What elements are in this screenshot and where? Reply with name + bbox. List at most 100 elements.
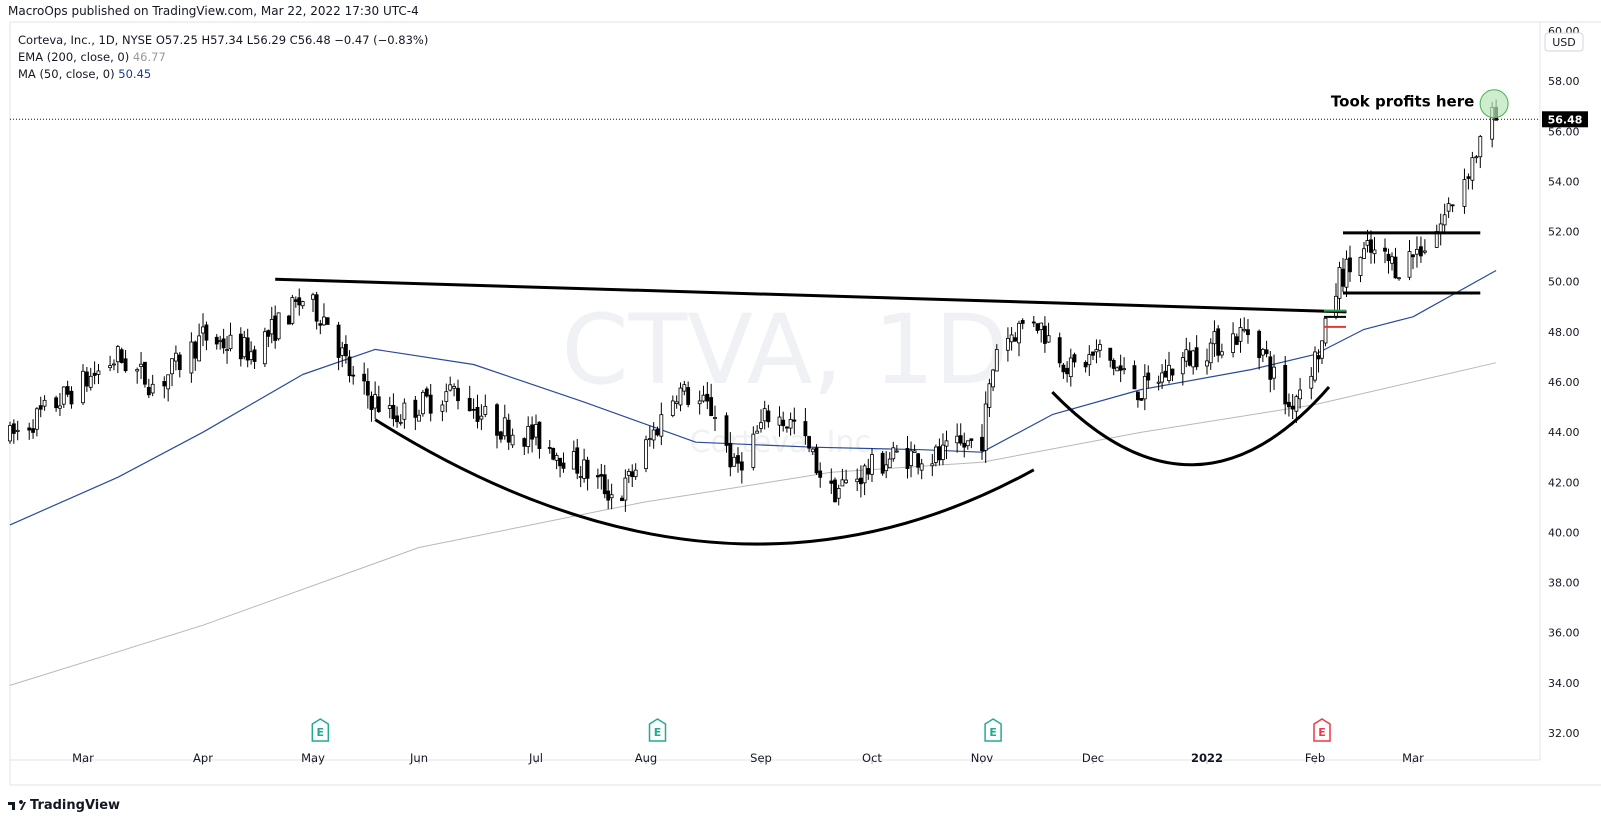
candle-body	[135, 369, 140, 372]
cup-arc[interactable]	[374, 418, 1035, 546]
candle-body	[880, 452, 885, 474]
candle-body	[398, 421, 403, 424]
candle-body	[1298, 389, 1303, 400]
candle-body	[456, 387, 460, 402]
candle-body	[424, 388, 429, 397]
footer-brand[interactable]: TradingView	[8, 798, 120, 813]
earnings-icon[interactable]	[311, 718, 330, 742]
time-axis[interactable]: Mar Apr May Jun Jul Aug Sep Oct Nov Dec 2022 Feb Mar	[72, 751, 1424, 765]
price-axis[interactable]: 32.00 34.00 36.00 38.00 40.00 42.00 44.00 46.00…	[1548, 25, 1580, 740]
time-tick-label: Feb	[1305, 751, 1325, 765]
price-tick-label: 40.00	[1548, 526, 1580, 539]
price-tick-label: 34.00	[1548, 677, 1580, 690]
candle-body	[558, 457, 562, 467]
candle-body	[1180, 357, 1185, 375]
drawings	[275, 231, 1481, 546]
candle-body	[218, 340, 223, 343]
ema-value: 46.77	[132, 50, 166, 64]
candle-body	[1470, 157, 1475, 181]
candle-body	[678, 387, 683, 406]
candle-body	[1035, 323, 1040, 331]
candle-body	[919, 463, 924, 471]
candle-body	[859, 477, 863, 485]
currency-button[interactable]	[1544, 32, 1584, 52]
candle-body	[962, 442, 967, 448]
candle-body	[732, 456, 737, 467]
candle-body	[1136, 391, 1140, 401]
trade-markers	[1324, 309, 1346, 328]
earnings-icon-glyph: E	[1318, 726, 1326, 739]
took-profits-annotation: Took profits here	[1331, 92, 1474, 110]
price-tick-label: 46.00	[1548, 376, 1580, 389]
candle-body	[980, 436, 984, 452]
candle-body	[1474, 156, 1479, 159]
candle-body	[1450, 204, 1455, 207]
candle-body	[1466, 176, 1471, 179]
candle-body	[994, 349, 999, 372]
candle-body	[894, 450, 899, 453]
candle-body	[810, 448, 815, 453]
candle-body	[376, 396, 381, 412]
candle-body	[1411, 254, 1415, 258]
candle-body	[201, 326, 205, 334]
candle-body	[647, 438, 652, 440]
candle-body	[1283, 364, 1288, 405]
candle-body	[785, 426, 789, 429]
candle-body	[88, 375, 93, 388]
candle-body	[582, 459, 587, 479]
candle-body	[1257, 330, 1262, 359]
earnings-icon[interactable]	[648, 718, 667, 742]
candle-body	[728, 442, 733, 468]
symbol-watermark: CTVA, 1D Corteva, Inc.	[562, 294, 1009, 460]
candle-body	[855, 478, 860, 483]
candle-body	[534, 424, 538, 438]
candle-body	[1358, 256, 1363, 276]
candle-body	[1320, 340, 1324, 359]
candle-body	[119, 349, 124, 363]
neckline-trendline[interactable]	[275, 277, 1347, 314]
time-tick-label: Aug	[635, 751, 657, 765]
candle-body	[1362, 248, 1366, 259]
watermark-name: Corteva, Inc.	[690, 425, 881, 460]
ema-200-line	[9, 362, 1497, 686]
earnings-icon[interactable]	[1313, 718, 1331, 742]
candle-body	[448, 384, 453, 391]
candle-body	[958, 435, 963, 444]
price-tick-label: 54.00	[1548, 175, 1580, 188]
candle-body	[739, 461, 744, 471]
price-tick-label: 56.00	[1548, 125, 1580, 138]
candle-body	[483, 405, 488, 415]
ma-label: MA (50, close, 0)	[18, 67, 115, 81]
ma-legend[interactable]: MA (50, close, 0) 50.45	[18, 67, 151, 81]
candle-body	[1167, 364, 1171, 382]
candle-body	[428, 394, 433, 414]
candle-body	[197, 335, 202, 362]
candle-body	[311, 294, 315, 300]
candle-body	[644, 439, 648, 470]
ema-legend[interactable]: EMA (200, close, 0) 46.77	[18, 50, 166, 64]
candle-body	[1091, 351, 1095, 356]
candle-body	[941, 444, 945, 460]
candle-body	[537, 421, 542, 449]
candle-body	[844, 479, 848, 484]
candle-body	[697, 400, 702, 405]
price-tick-label: 48.00	[1548, 326, 1580, 339]
candle-body	[1294, 396, 1299, 412]
ema-label: EMA (200, close, 0)	[18, 50, 130, 64]
candle-body	[682, 384, 687, 392]
candle-body	[498, 431, 503, 440]
candle-body	[467, 397, 472, 412]
candle-body	[1316, 355, 1321, 360]
candle-body	[623, 477, 628, 501]
candle-body	[143, 361, 147, 385]
candle-body	[1219, 351, 1224, 356]
earnings-icon[interactable]	[984, 718, 1002, 742]
price-tick-label: 52.00	[1548, 226, 1580, 239]
candle-body	[803, 421, 808, 437]
candle-body	[269, 319, 274, 335]
cup-arc[interactable]	[1051, 386, 1331, 467]
symbol-legend[interactable]: Corteva, Inc., 1D, NYSE O57.25 H57.34 L5…	[18, 33, 429, 47]
candle-body	[471, 408, 476, 411]
candle-body	[1094, 349, 1099, 353]
